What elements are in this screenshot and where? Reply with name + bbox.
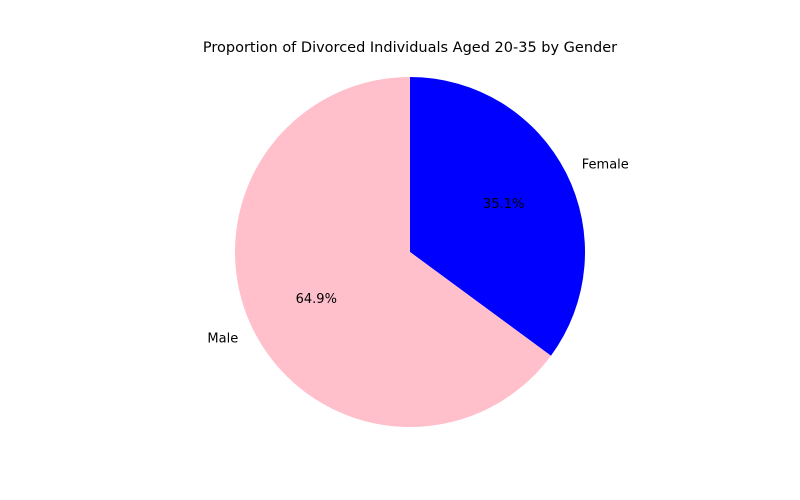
pie-slices (234, 77, 585, 428)
pie-slice-male (234, 77, 551, 428)
slice-label-male: Male (207, 331, 238, 346)
slice-percent-male: 64.9% (296, 292, 337, 307)
pie-slice-female (410, 77, 585, 356)
chart-title: Proportion of Divorced Individuals Aged … (203, 40, 617, 56)
pie-labels: Female 35.1% Male 64.9% (207, 158, 628, 347)
slice-percent-female: 35.1% (483, 197, 524, 212)
slice-label-female: Female (582, 158, 629, 173)
